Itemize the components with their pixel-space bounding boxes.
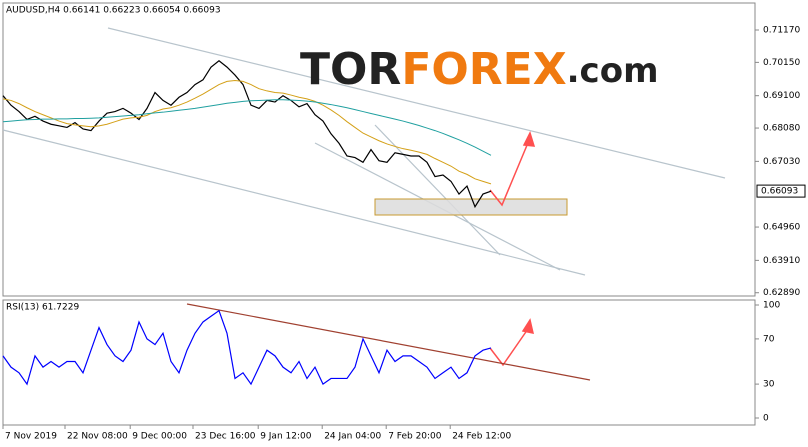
watermark: TORFOREX.com [300,44,659,95]
y-tick-label: 0 [763,414,769,424]
last-price-box [756,184,806,198]
series-line [2,60,492,209]
y-tick-label: 0.71170 [763,26,800,36]
series-line [2,99,492,156]
y-tick-label: 0.62890 [763,288,800,298]
x-tick-label: 9 Jan 12:00 [260,432,312,442]
watermark-tor: TOR [300,44,401,95]
support-zone [374,198,568,216]
rsi-trendline [186,303,591,381]
rsi-arrowhead [521,318,534,334]
rsi-panel [2,299,756,426]
price-arrow [489,137,531,207]
y-tick-label: 0.63910 [763,256,800,266]
watermark-forex: FOREX [401,44,566,95]
x-tick-label: 22 Nov 08:00 [67,432,128,442]
x-tick-label: 24 Feb 12:00 [452,432,511,442]
y-tick-label: 0.69100 [763,91,800,101]
y-tick-label: 100 [763,301,780,311]
y-tick-label: 0.67030 [763,157,800,167]
x-tick-label: 7 Nov 2019 [5,432,57,442]
forecast-arrows [489,130,536,367]
y-tick-label: 0.70150 [763,58,800,68]
rsi-title: RSI(13) 61.7229 [6,303,79,313]
series-line [2,79,492,185]
symbol-header: AUDUSD,H4 0.66141 0.66223 0.66054 0.6609… [6,6,221,16]
y-tick-label: 0.64960 [763,223,800,233]
x-tick-label: 7 Feb 20:00 [388,432,442,442]
channel-lower [2,129,586,276]
rsi-arrow [489,325,531,367]
x-tick-label: 23 Dec 16:00 [195,432,256,442]
series-line [2,309,492,386]
x-tick-label: 24 Jan 04:00 [324,432,381,442]
x-tick-label: 9 Dec 00:00 [132,432,187,442]
y-tick-label: 30 [763,380,775,390]
watermark-com: .com [567,51,659,91]
price-arrowhead [522,130,536,147]
price-panel [2,2,756,297]
y-tick-label: 70 [763,334,775,344]
y-tick-label: 0.68080 [763,124,800,134]
channel-upper [107,27,726,179]
last-price-label: 0.66093 [761,187,798,197]
